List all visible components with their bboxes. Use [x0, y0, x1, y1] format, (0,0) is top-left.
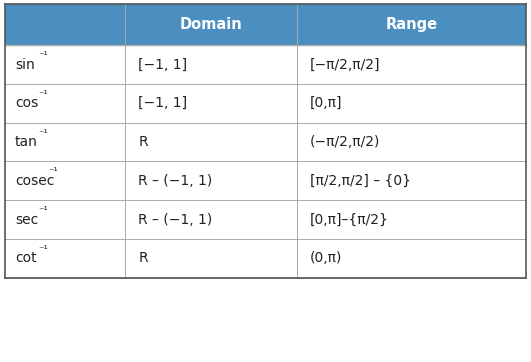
Bar [125, 161, 297, 200]
Text: [−π/2,π/2]: [−π/2,π/2] [310, 58, 381, 72]
Text: [0,π]–{π/2}: [0,π]–{π/2} [310, 212, 389, 227]
Text: ⁻¹: ⁻¹ [48, 167, 58, 177]
Text: ⁻¹: ⁻¹ [38, 51, 48, 61]
Bar [297, 200, 526, 239]
Text: sec: sec [15, 212, 38, 227]
Bar [297, 123, 526, 161]
Bar [125, 84, 297, 123]
Bar [5, 161, 125, 200]
Text: ⁻¹: ⁻¹ [38, 129, 48, 139]
Bar [5, 200, 125, 239]
Bar [125, 45, 297, 84]
Text: [−1, 1]: [−1, 1] [138, 58, 187, 72]
Bar [125, 123, 297, 161]
Text: cosec: cosec [15, 174, 54, 188]
Text: R – (−1, 1): R – (−1, 1) [138, 174, 212, 188]
Text: ⁻¹: ⁻¹ [38, 90, 48, 100]
Bar [297, 161, 526, 200]
Bar [297, 4, 526, 45]
Text: cos: cos [15, 96, 38, 110]
Text: R: R [138, 135, 148, 149]
Text: tan: tan [15, 135, 38, 149]
Bar [5, 123, 125, 161]
Text: Domain: Domain [179, 17, 242, 32]
Text: ⁻¹: ⁻¹ [38, 245, 48, 255]
Text: R – (−1, 1): R – (−1, 1) [138, 212, 212, 227]
Bar [5, 84, 125, 123]
Bar [5, 4, 125, 45]
Text: (−π/2,π/2): (−π/2,π/2) [310, 135, 380, 149]
Text: cot: cot [15, 251, 37, 265]
Text: (0,π): (0,π) [310, 251, 342, 265]
Bar [297, 84, 526, 123]
Bar [125, 239, 297, 278]
Text: [−1, 1]: [−1, 1] [138, 96, 187, 110]
Text: [0,π]: [0,π] [310, 96, 342, 110]
Bar [125, 4, 297, 45]
Bar [125, 200, 297, 239]
Text: R: R [138, 251, 148, 265]
Text: ⁻¹: ⁻¹ [38, 206, 48, 216]
Text: Range: Range [385, 17, 437, 32]
Bar [5, 45, 125, 84]
Bar [297, 45, 526, 84]
Bar [297, 239, 526, 278]
Text: [π/2,π/2] – {0}: [π/2,π/2] – {0} [310, 174, 411, 188]
Text: sin: sin [15, 58, 35, 72]
Bar [5, 239, 125, 278]
